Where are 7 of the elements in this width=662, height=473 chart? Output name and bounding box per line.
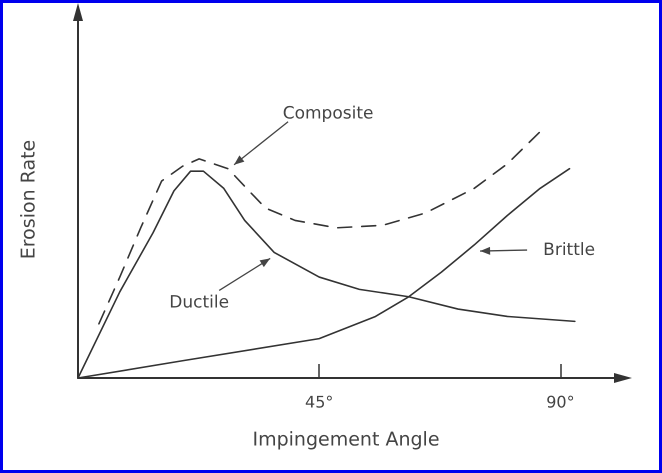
x-axis-title: Impingement Angle <box>252 428 440 450</box>
text: Ductile <box>169 292 230 312</box>
text: Composite <box>282 104 374 124</box>
y-axis-title: Erosion Rate <box>18 140 40 260</box>
text: Brittle <box>543 240 596 260</box>
x-tick-label: 90° <box>546 392 575 412</box>
x-tick-label: 45° <box>305 392 334 412</box>
